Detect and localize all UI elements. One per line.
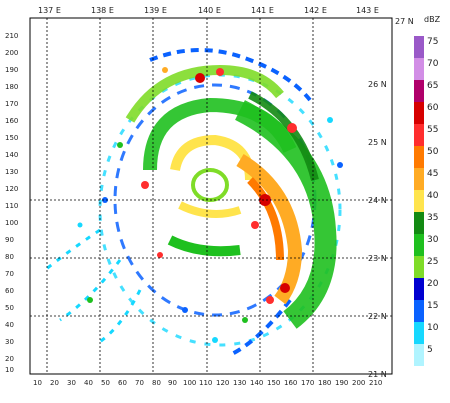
x-tick: 170 <box>301 379 314 387</box>
colorbar-label: 5 <box>427 345 433 355</box>
reflectivity-field <box>44 48 343 357</box>
lon-label-143: 143 E <box>356 6 379 15</box>
y-tick: 150 <box>5 134 18 142</box>
longitude-labels: 137 E 138 E 139 E 140 E 141 E 142 E 143 … <box>38 6 379 15</box>
colorbar-label: 40 <box>427 191 439 201</box>
x-tick: 200 <box>352 379 365 387</box>
lon-label-137: 137 E <box>38 6 61 15</box>
colorbar-label: 35 <box>427 213 438 223</box>
plot-area: 137 E 138 E 139 E 140 E 141 E 142 E 143 … <box>5 6 414 387</box>
lat-label-26: 26 N <box>368 80 387 89</box>
x-tick: 140 <box>250 379 263 387</box>
y-tick: 140 <box>5 151 18 159</box>
lat-label-24: 24 N <box>368 196 387 205</box>
colorbar-swatch <box>414 168 424 190</box>
colorbar-label: 45 <box>427 169 438 179</box>
colorbar-swatch <box>414 344 424 366</box>
colorbar-swatch <box>414 58 424 80</box>
colorbar-label: 60 <box>427 103 439 113</box>
colorbar-label: 25 <box>427 257 438 267</box>
colorbar-swatch <box>414 36 424 58</box>
latitude-labels: 27 N 26 N 25 N 24 N 23 N 22 N 21 N <box>368 17 414 379</box>
colorbar-swatch <box>414 102 424 124</box>
colorbar-swatch <box>414 256 424 278</box>
colorbar-swatch <box>414 80 424 102</box>
x-tick: 80 <box>152 379 161 387</box>
x-tick: 160 <box>284 379 297 387</box>
colorbar-label: 55 <box>427 125 438 135</box>
x-tick: 100 <box>183 379 196 387</box>
colorbar-unit: dBZ <box>424 15 441 24</box>
y-tick: 170 <box>5 100 18 108</box>
x-tick: 40 <box>84 379 93 387</box>
y-tick: 90 <box>5 236 14 244</box>
colorbar-label: 20 <box>427 279 439 289</box>
y-tick: 130 <box>5 168 18 176</box>
x-tick: 90 <box>168 379 177 387</box>
y-tick: 160 <box>5 117 18 125</box>
x-tick: 150 <box>267 379 280 387</box>
y-tick: 30 <box>5 338 14 346</box>
colorbar-label: 70 <box>427 59 439 69</box>
x-tick: 190 <box>335 379 348 387</box>
lon-label-142: 142 E <box>304 6 327 15</box>
colorbar-label: 65 <box>427 81 438 91</box>
colorbar-swatch <box>414 278 424 300</box>
y-tick: 190 <box>5 66 18 74</box>
lon-label-140: 140 E <box>198 6 221 15</box>
y-tick: 40 <box>5 321 14 329</box>
colorbar-label: 50 <box>427 147 439 157</box>
y-tick: 180 <box>5 83 18 91</box>
y-tick: 200 <box>5 49 18 57</box>
y-tick: 100 <box>5 219 18 227</box>
y-tick: 70 <box>5 270 14 278</box>
colorbar-swatch <box>414 234 424 256</box>
lat-label-23: 23 N <box>368 254 387 263</box>
y-tick: 20 <box>5 355 14 363</box>
x-tick: 180 <box>318 379 331 387</box>
colorbar-swatch <box>414 212 424 234</box>
lon-label-141: 141 E <box>251 6 274 15</box>
colorbar-swatches <box>414 36 424 366</box>
colorbar-swatch <box>414 300 424 322</box>
lat-lon-grid <box>30 18 392 374</box>
colorbar-swatch <box>414 322 424 344</box>
y-tick-labels: 210 200 190 180 170 160 150 140 130 120 … <box>5 32 18 374</box>
x-tick: 30 <box>67 379 76 387</box>
x-tick: 20 <box>50 379 59 387</box>
colorbar: dBZ 75 70 65 60 55 50 45 40 35 30 25 20 … <box>414 15 441 366</box>
y-tick: 50 <box>5 304 14 312</box>
lon-label-138: 138 E <box>91 6 114 15</box>
y-tick: 120 <box>5 185 18 193</box>
x-tick: 60 <box>118 379 127 387</box>
x-tick: 70 <box>135 379 144 387</box>
y-tick: 80 <box>5 253 14 261</box>
colorbar-swatch <box>414 190 424 212</box>
lat-label-22: 22 N <box>368 312 387 321</box>
lat-label-21: 21 N <box>368 370 387 379</box>
colorbar-label: 75 <box>427 37 438 47</box>
colorbar-label: 15 <box>427 301 438 311</box>
lat-label-25: 25 N <box>368 138 387 147</box>
colorbar-label: 10 <box>427 323 439 333</box>
colorbar-swatch <box>414 146 424 168</box>
y-tick: 60 <box>5 287 14 295</box>
x-tick: 110 <box>199 379 212 387</box>
lat-label-27: 27 N <box>395 17 414 26</box>
colorbar-swatch <box>414 124 424 146</box>
x-tick: 120 <box>216 379 229 387</box>
x-tick: 10 <box>33 379 42 387</box>
x-tick: 210 <box>369 379 382 387</box>
x-tick-labels: 10 20 30 40 50 60 70 80 90 100 110 120 1… <box>33 379 382 387</box>
x-tick: 130 <box>233 379 246 387</box>
colorbar-labels: 75 70 65 60 55 50 45 40 35 30 25 20 15 1… <box>427 37 439 355</box>
lon-label-139: 139 E <box>144 6 167 15</box>
colorbar-label: 30 <box>427 235 439 245</box>
y-tick: 10 <box>5 366 14 374</box>
x-tick: 50 <box>101 379 110 387</box>
y-tick: 110 <box>5 202 18 210</box>
y-tick: 210 <box>5 32 18 40</box>
